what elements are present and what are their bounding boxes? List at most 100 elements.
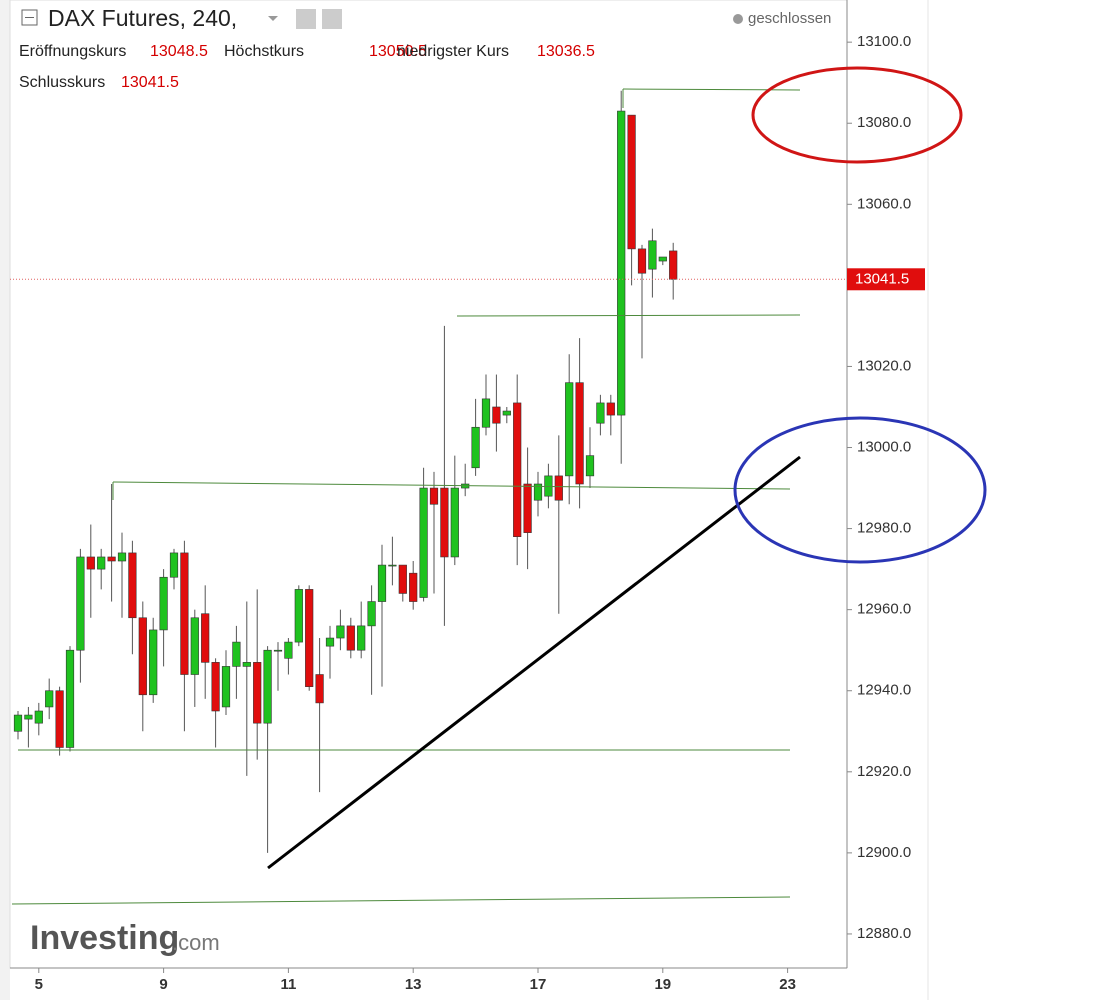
candle-body (606, 402, 615, 416)
high-label: Höchstkurs (224, 43, 304, 60)
logo-suffix: .com (172, 930, 220, 955)
settings-icon[interactable] (322, 9, 342, 29)
candle-body (669, 250, 678, 280)
dropdown-icon[interactable] (268, 16, 278, 21)
x-tick-label: 19 (654, 976, 671, 993)
chart-title: DAX Futures, 240, (48, 5, 237, 31)
candle-body (315, 674, 324, 704)
last-price-label: 13041.5 (855, 270, 909, 287)
status-dot (733, 14, 743, 24)
settings-icon[interactable] (296, 9, 316, 29)
candle-body (398, 564, 407, 594)
y-tick-label: 12960.0 (857, 601, 911, 618)
candle-body (585, 455, 595, 477)
y-tick-label: 13000.0 (857, 438, 911, 455)
last-price-tag (847, 268, 925, 291)
candle-body (117, 552, 127, 562)
candle-body (34, 710, 43, 724)
status: geschlossen (748, 10, 831, 27)
candle-body (377, 564, 387, 602)
candle-body (180, 552, 189, 675)
candle-body (128, 552, 137, 619)
candle-body (263, 649, 272, 724)
candle-body (357, 625, 366, 651)
candle-body (232, 641, 241, 667)
candle-body (211, 662, 220, 712)
candle-body (169, 552, 179, 578)
x-tick-label: 5 (35, 976, 43, 993)
candle-body (86, 556, 95, 570)
candle-body (492, 406, 501, 424)
candle-body (149, 629, 158, 696)
candle-body (596, 402, 605, 424)
candle-body (637, 248, 647, 274)
candle-body (138, 617, 147, 696)
y-tick-label: 12920.0 (857, 763, 911, 780)
y-tick-label: 12940.0 (857, 682, 911, 699)
highlight-circle (751, 66, 963, 164)
candle-body (336, 625, 345, 639)
candle-body (367, 601, 376, 627)
y-tick-label: 13080.0 (857, 114, 911, 131)
candle-body (658, 256, 667, 262)
trend-line (267, 455, 801, 870)
candle-body (24, 714, 33, 720)
candle-body (471, 426, 480, 469)
close-value: 13041.5 (121, 74, 179, 91)
low-value: 13036.5 (537, 43, 595, 60)
level-line (112, 481, 791, 490)
plot-area (9, 0, 848, 969)
level-line (456, 314, 801, 317)
candle-body (294, 589, 303, 643)
x-tick-label: 17 (530, 976, 547, 993)
candle-body (305, 589, 314, 687)
candle-body (221, 666, 231, 708)
candle-body (450, 487, 459, 558)
x-tick-label: 13 (405, 976, 422, 993)
candle-body (325, 637, 335, 647)
highlight-circle (733, 416, 987, 564)
candle-body (65, 649, 75, 748)
candle-body (159, 576, 168, 631)
y-tick-label: 12980.0 (857, 520, 911, 537)
candle-body (284, 641, 293, 659)
candle-body (13, 714, 23, 732)
candle-body (107, 556, 116, 562)
x-tick-label: 11 (280, 976, 296, 993)
candle-body (76, 556, 85, 651)
candle-body (409, 572, 418, 602)
candle-body (242, 662, 251, 667)
open-label: Eröffnungskurs (19, 43, 126, 60)
candle-body (565, 382, 574, 477)
low-label: niedrigster Kurs (397, 43, 509, 60)
candle-body (554, 475, 563, 501)
candle-body (648, 240, 657, 270)
candle-body (253, 662, 262, 724)
y-tick-label: 13060.0 (857, 195, 911, 212)
y-tick-label: 12900.0 (857, 844, 911, 861)
candle-body (346, 625, 355, 651)
candle-body (55, 690, 64, 748)
candle-body (617, 110, 626, 416)
level-line (11, 896, 791, 905)
x-tick-label: 9 (159, 976, 167, 993)
candle-body (523, 483, 532, 533)
close-label: Schlusskurs (19, 74, 105, 91)
candle-body (45, 690, 54, 708)
candle-body (388, 564, 397, 567)
candle-body (201, 613, 210, 663)
candle-body (440, 487, 449, 558)
candle-body (627, 114, 636, 250)
candle-body (97, 556, 106, 570)
candle-body (273, 649, 283, 652)
logo: Investing (30, 919, 179, 957)
candle-body (533, 483, 543, 501)
side-strip (0, 0, 10, 1000)
y-tick-label: 13020.0 (857, 357, 911, 374)
y-tick-label: 12880.0 (857, 925, 911, 942)
candle-body (481, 398, 491, 428)
candle-body (419, 487, 428, 598)
candle-body (513, 402, 522, 537)
open-value: 13048.5 (150, 43, 208, 60)
